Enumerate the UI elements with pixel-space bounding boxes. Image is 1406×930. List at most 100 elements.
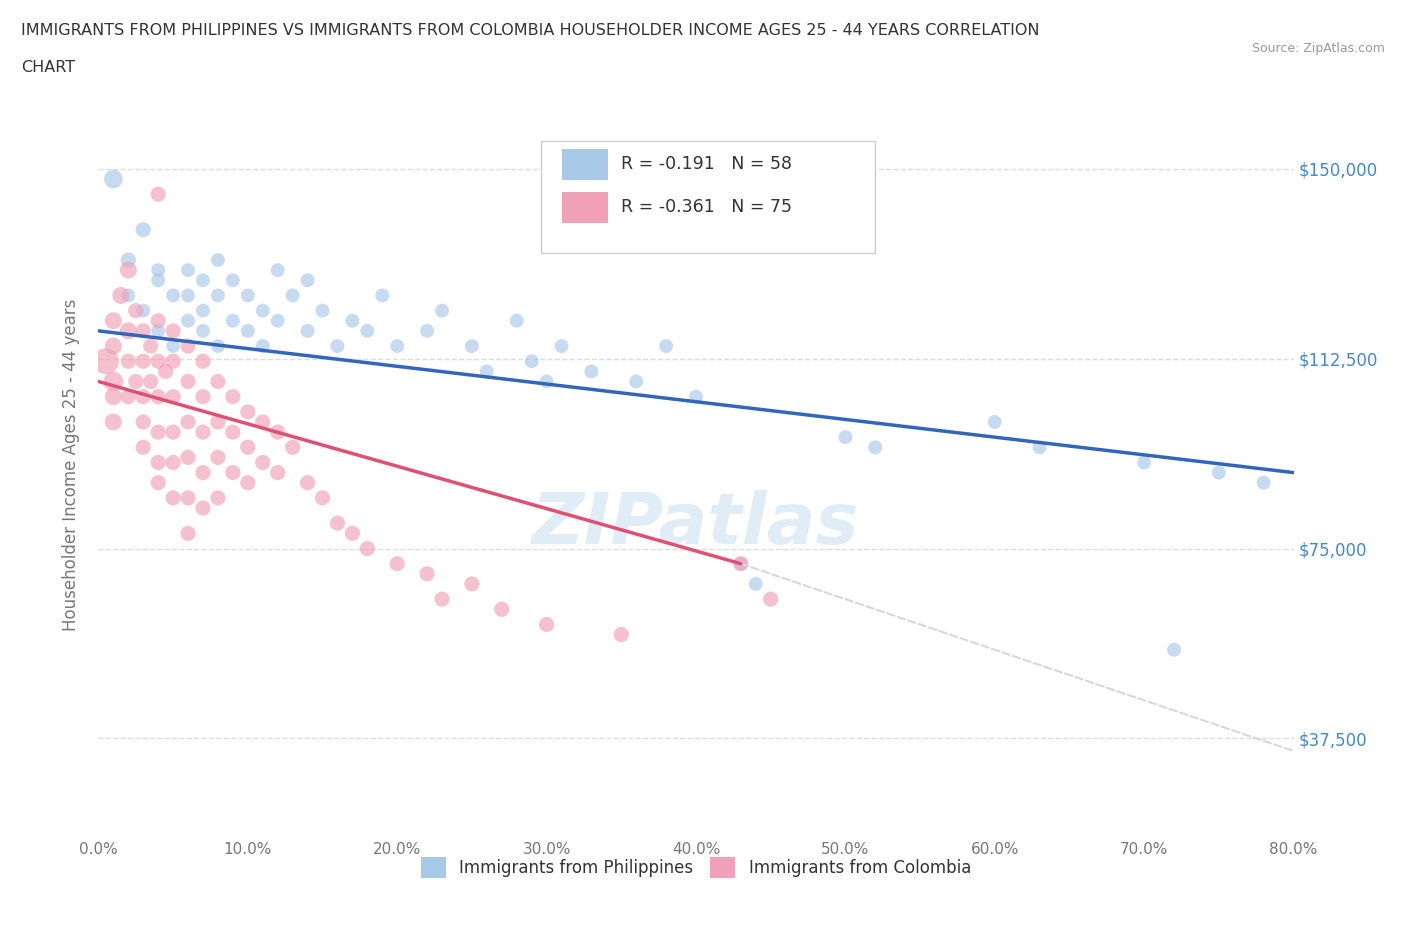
Text: R = -0.361   N = 75: R = -0.361 N = 75 [620,198,792,216]
Point [117,262,139,277]
Point [103,374,125,389]
Text: R = -0.191   N = 58: R = -0.191 N = 58 [620,154,792,173]
Point [132,440,155,455]
Point [117,353,139,368]
Point [110,288,132,303]
Point [191,353,214,368]
Point [222,390,245,405]
Point [191,324,214,339]
Bar [562,149,607,180]
Point [177,288,200,303]
Point [730,556,752,571]
Point [385,556,409,571]
Point [326,339,349,353]
Point [281,288,304,303]
Point [281,440,304,455]
Point [162,390,184,405]
Point [356,541,378,556]
Point [177,374,200,389]
Point [1163,643,1185,658]
Point [125,303,148,318]
Point [371,288,394,303]
Point [236,475,259,490]
Text: ZIPatlas: ZIPatlas [533,490,859,559]
Point [207,339,229,353]
Point [177,262,200,277]
Point [581,364,603,379]
Point [103,172,125,187]
Point [491,602,513,617]
Point [162,425,184,440]
Point [207,415,229,430]
Point [162,288,184,303]
Point [461,339,484,353]
Point [267,425,290,440]
Point [520,353,543,368]
Point [834,430,856,445]
Point [610,627,633,642]
Point [148,272,170,287]
Point [177,525,200,540]
Point [536,374,558,389]
Point [865,440,887,455]
Point [1028,440,1050,455]
Point [342,525,364,540]
Point [132,324,155,339]
Point [162,339,184,353]
Point [132,353,155,368]
Point [342,313,364,328]
Point [416,566,439,581]
Point [103,390,125,405]
Point [326,516,349,531]
Point [297,272,319,287]
Point [132,303,155,318]
Point [311,303,333,318]
Point [117,390,139,405]
Point [148,187,170,202]
Point [461,577,484,591]
Point [103,313,125,328]
Point [236,440,259,455]
Text: CHART: CHART [21,60,75,75]
Point [730,556,752,571]
Point [148,313,170,328]
Point [236,405,259,419]
Point [94,353,117,368]
Legend: Immigrants from Philippines, Immigrants from Colombia: Immigrants from Philippines, Immigrants … [415,851,977,884]
Point [207,253,229,268]
Point [536,617,558,631]
Point [103,415,125,430]
Point [236,324,259,339]
Point [117,324,139,339]
Point [177,339,200,353]
Point [685,390,707,405]
Point [1208,465,1230,480]
Point [103,339,125,353]
Point [191,303,214,318]
Point [162,490,184,505]
Point [311,490,333,505]
Point [222,272,245,287]
Point [222,425,245,440]
Point [139,339,162,353]
Point [745,577,768,591]
Point [132,415,155,430]
Point [252,303,274,318]
Point [550,339,572,353]
Bar [562,192,607,223]
Point [267,465,290,480]
Point [177,450,200,465]
Point [191,465,214,480]
Point [148,475,170,490]
Point [191,272,214,287]
Point [207,490,229,505]
Point [1133,455,1156,470]
Point [506,313,529,328]
Point [297,324,319,339]
Point [148,324,170,339]
Text: Source: ZipAtlas.com: Source: ZipAtlas.com [1251,42,1385,55]
Point [267,262,290,277]
Text: IMMIGRANTS FROM PHILIPPINES VS IMMIGRANTS FROM COLOMBIA HOUSEHOLDER INCOME AGES : IMMIGRANTS FROM PHILIPPINES VS IMMIGRANT… [21,23,1039,38]
Point [297,475,319,490]
Point [117,288,139,303]
